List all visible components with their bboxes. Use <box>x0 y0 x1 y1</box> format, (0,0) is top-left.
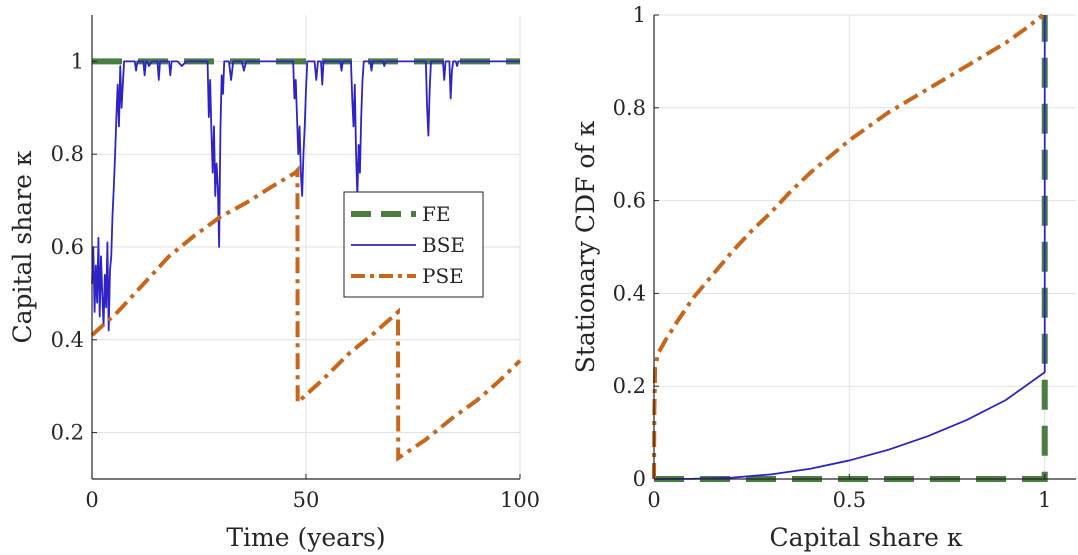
y-tick-label: 0.4 <box>613 281 646 305</box>
right-x-ticks: 0 0.5 1 <box>647 474 1051 512</box>
y-tick-label: 0 <box>633 467 646 491</box>
x-tick-label: 0.5 <box>833 488 866 512</box>
y-tick-label: 0.8 <box>51 142 84 166</box>
x-tick-label: 50 <box>293 488 320 512</box>
x-tick-label: 100 <box>500 488 540 512</box>
left-x-axis-label: Time (years) <box>226 523 385 552</box>
y-tick-label: 0.2 <box>613 374 646 398</box>
left-panel: 0 50 100 0.2 0.4 0.6 0.8 1 Time (years) Capita… <box>8 15 540 552</box>
right-gridlines <box>653 14 1076 480</box>
x-tick-label: 1 <box>1038 488 1051 512</box>
x-tick-label: 0 <box>85 488 98 512</box>
right-x-axis-label: Capital share κ <box>769 523 962 552</box>
left-series-bse-line <box>91 60 520 332</box>
y-tick-label: 0.2 <box>51 421 84 445</box>
left-y-ticks: 0.2 0.4 0.6 0.8 1 <box>51 49 97 445</box>
right-y-ticks: 0 0.2 0.4 0.6 0.8 1 <box>613 3 659 491</box>
right-panel: 0 0.5 1 00.20.40.60.81 Capital share κ Sta… <box>571 3 1076 552</box>
legend-pse-label: PSE <box>422 264 464 288</box>
left-series-pse-line <box>90 165 522 462</box>
left-x-ticks: 0 50 100 <box>85 474 540 512</box>
legend-bse-label: BSE <box>422 233 465 257</box>
right-series-bse-line <box>653 15 1046 480</box>
y-tick-label: 0.4 <box>51 328 84 352</box>
y-tick-label: 0.8 <box>613 96 646 120</box>
y-tick-label: 0.6 <box>613 189 646 213</box>
y-tick-label: 1 <box>633 3 646 27</box>
legend: FE BSE PSE <box>343 191 484 298</box>
x-tick-label: 0 <box>647 488 660 512</box>
right-y-axis-label: Stationary CDF of κ <box>571 120 600 373</box>
left-y-axis-label: Capital share κ <box>8 150 37 343</box>
right-series-pse-line <box>652 13 1045 480</box>
right-axes <box>653 15 1076 480</box>
y-tick-label: 0.6 <box>51 235 84 259</box>
legend-fe-label: FE <box>422 202 450 226</box>
left-series <box>90 58 522 462</box>
y-tick-label: 1 <box>71 49 84 73</box>
